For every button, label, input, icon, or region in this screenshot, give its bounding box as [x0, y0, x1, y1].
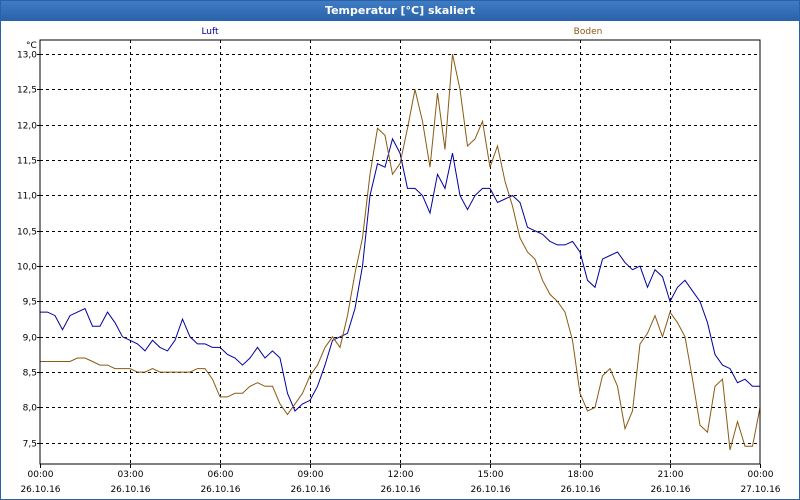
x-tick-date-label: 26.10.16	[20, 485, 60, 495]
legend-boden: Boden	[574, 27, 603, 37]
plot-area-border	[39, 39, 761, 465]
y-tick-label: 12,5	[17, 86, 37, 96]
x-tick-labels: 00:00 26.10.16 03:00 26.10.16 06:00 26.10.16 0…	[20, 470, 780, 495]
x-tick-date-label: 26.10.16	[200, 485, 240, 495]
y-tick-label: 9,5	[23, 298, 37, 308]
y-tick-label: 12,0	[17, 122, 37, 132]
x-tick-date-label: 26.10.16	[380, 485, 420, 495]
legend-luft: Luft	[201, 27, 219, 37]
y-tick-labels: 7,5 8,0 8,5 9,0 9,5 10,0 10,5 11,0 11,5 12,0 12,5 1…	[17, 51, 37, 450]
x-tick-time-label: 18:00	[568, 470, 594, 480]
series-lines	[40, 53, 761, 451]
chart-title: Temperatur [°C] skaliert	[1, 1, 799, 21]
x-tick-time-label: 06:00	[208, 470, 234, 480]
y-tick-label: 8,0	[23, 404, 38, 414]
y-tick-label: 13,0	[17, 51, 37, 61]
y-tick-label: 10,5	[17, 228, 37, 238]
x-tick-time-label: 00:00	[748, 470, 774, 480]
gridlines	[37, 40, 761, 468]
x-tick-time-label: 12:00	[388, 470, 414, 480]
x-tick-time-label: 03:00	[118, 470, 144, 480]
y-unit-label: °C	[26, 41, 37, 51]
x-tick-date-label: 26.10.16	[290, 485, 330, 495]
series-line-boden	[40, 53, 761, 451]
x-tick-date-label: 26.10.16	[560, 485, 600, 495]
y-tick-label: 10,0	[17, 263, 37, 273]
y-tick-label: 11,5	[17, 157, 37, 167]
x-tick-time-label: 09:00	[298, 470, 324, 480]
x-tick-time-label: 15:00	[478, 470, 504, 480]
y-tick-label: 8,5	[23, 369, 37, 379]
x-tick-time-label: 21:00	[658, 470, 684, 480]
x-tick-date-label: 26.10.16	[110, 485, 150, 495]
x-tick-date-label: 26.10.16	[650, 485, 690, 495]
x-tick-date-label: 27.10.16	[740, 485, 780, 495]
y-tick-label: 11,0	[17, 192, 37, 202]
x-tick-time-label: 00:00	[28, 470, 54, 480]
x-tick-date-label: 26.10.16	[470, 485, 510, 495]
y-tick-label: 7,5	[23, 440, 37, 450]
series-line-luft	[40, 137, 760, 412]
y-tick-label: 9,0	[23, 334, 38, 344]
